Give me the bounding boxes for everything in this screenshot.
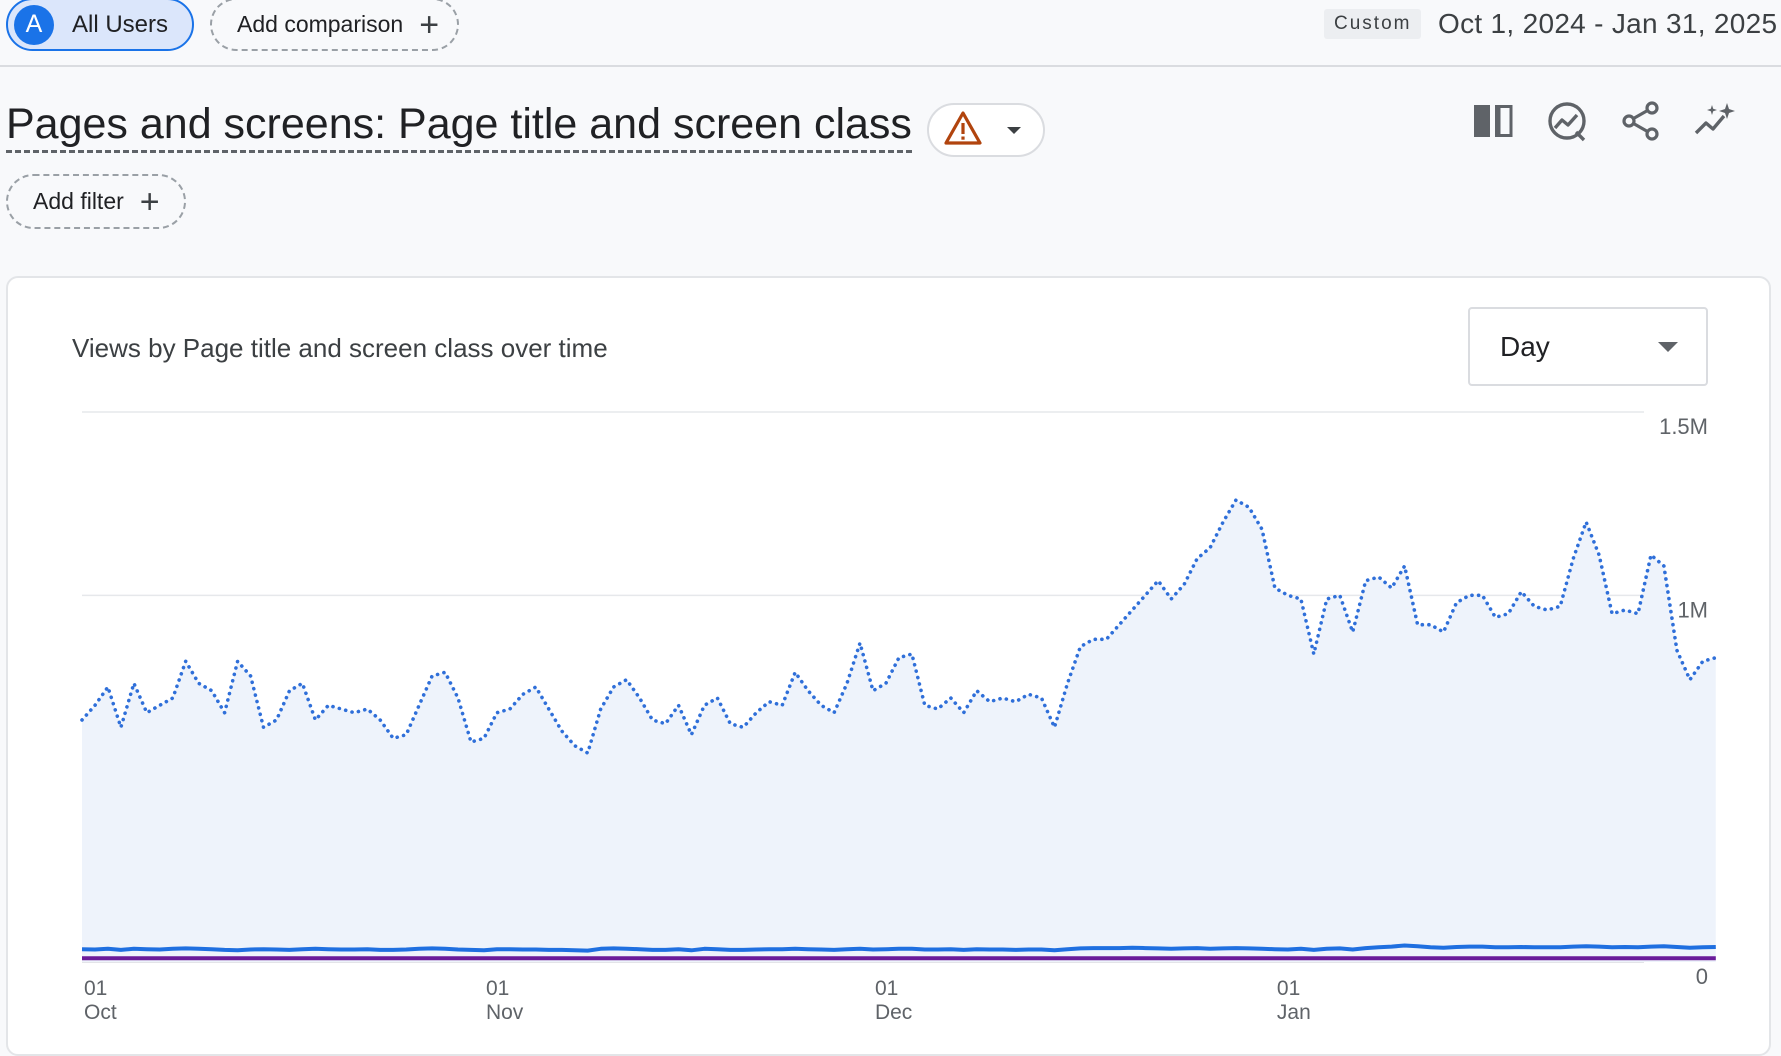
x-tick-day-label: 01 <box>1277 977 1300 1000</box>
share-icon[interactable] <box>1620 100 1662 142</box>
chart-title: Views by Page title and screen class ove… <box>72 333 608 363</box>
add-filter-label: Add filter <box>33 188 124 214</box>
series-line-1 <box>80 498 1718 755</box>
insights-icon[interactable] <box>1546 100 1588 142</box>
add-comparison-button[interactable]: Add comparison + <box>210 0 460 51</box>
plus-icon: + <box>419 5 440 44</box>
report-toolbar <box>1472 100 1736 142</box>
y-tick-label: 1M <box>1677 597 1708 622</box>
warning-icon <box>943 110 983 151</box>
y-tick-label: 1.5M <box>1659 414 1708 439</box>
plus-icon: + <box>139 182 160 221</box>
granularity-select[interactable]: Day <box>1468 307 1708 386</box>
x-tick-day-label: 01 <box>486 977 509 1000</box>
chevron-down-icon <box>1007 126 1021 134</box>
x-tick-day-label: 01 <box>84 977 107 1000</box>
date-range-badge: Custom <box>1324 9 1422 39</box>
comparison-bar: A All Users Add comparison + Custom Oct … <box>0 0 1781 67</box>
granularity-value: Day <box>1500 330 1550 362</box>
y-tick-label: 0 <box>1696 964 1708 989</box>
segment-avatar: A <box>14 4 54 45</box>
date-range-picker[interactable]: Oct 1, 2024 - Jan 31, 2025 <box>1438 8 1778 39</box>
page-title[interactable]: Pages and screens: Page title and screen… <box>6 100 912 153</box>
segment-label: All Users <box>72 10 169 38</box>
segment-chip-all-users[interactable]: A All Users <box>6 0 195 51</box>
chart-card: Views by Page title and screen class ove… <box>6 276 1771 1056</box>
x-tick-day-label: 01 <box>875 977 898 1000</box>
add-comparison-label: Add comparison <box>237 11 404 37</box>
data-quality-dropdown[interactable] <box>927 103 1045 157</box>
x-tick-month-label: Oct <box>84 1001 117 1024</box>
series-line-2 <box>81 943 1716 953</box>
sparkle-trend-icon[interactable] <box>1694 100 1736 142</box>
x-tick-month-label: Dec <box>875 1001 912 1024</box>
x-tick-month-label: Jan <box>1277 1001 1311 1024</box>
compare-columns-icon[interactable] <box>1472 100 1514 142</box>
add-filter-button[interactable]: Add filter + <box>6 174 186 229</box>
chevron-down-icon <box>1658 341 1678 352</box>
x-tick-month-label: Nov <box>486 1001 524 1024</box>
series-area-fill <box>82 500 1716 962</box>
